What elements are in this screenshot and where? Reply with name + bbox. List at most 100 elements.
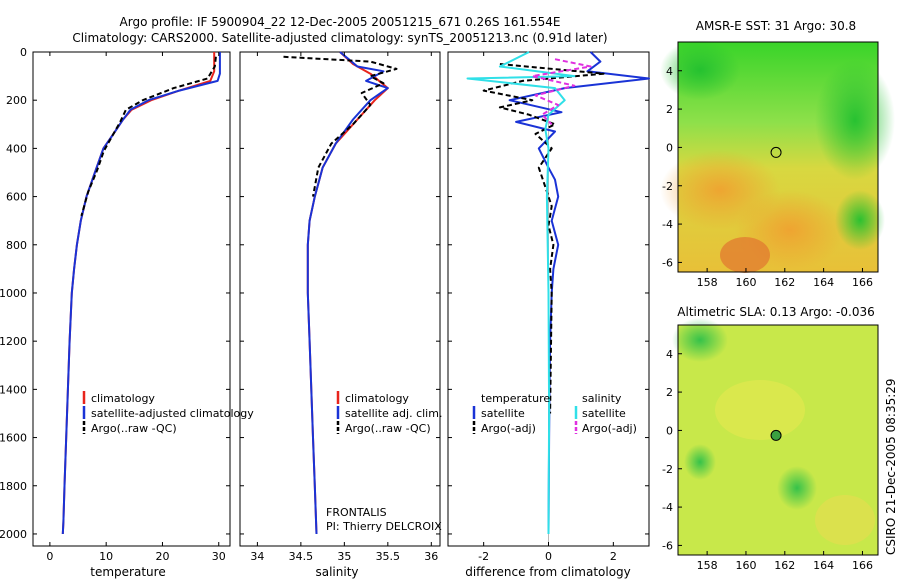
sst-map-ytick-label: -2 [662,180,673,193]
sla-high-region [715,380,805,440]
sst-map-ytick-label: -6 [662,256,673,269]
sst-warm-spot [720,237,770,273]
sla-map-xtick-label: 162 [774,559,795,572]
sst-map [660,40,895,273]
sla-low-region [684,444,716,480]
depth-tick-label: 200 [6,94,27,107]
temperature-xtick-label: 20 [155,550,169,563]
temperature-xtick-label: 10 [99,550,113,563]
difference-xlabel: difference from climatology [465,565,631,579]
sst-map-title: AMSR-E SST: 31 Argo: 30.8 [696,19,856,33]
salinity-xtick-label: 34 [250,550,264,563]
salinity-panel: 34 34.5 35 35.5 36 [239,51,441,563]
sst-map-frame [677,41,879,273]
sla-map-xtick-label: 166 [852,559,873,572]
figure-title-line1: Argo profile: IF 5900904_22 12-Dec-2005 … [120,15,561,29]
sst-argo-position-marker [770,146,782,158]
sla-map-title: Altimetric SLA: 0.13 Argo: -0.036 [677,305,874,319]
salinity-axes-frame [239,51,441,547]
depth-tick-label: 1600 [0,432,27,445]
salinity-legend: climatology satellite adj. clim. Argo(..… [326,391,442,533]
depth-tick-label: 2000 [0,528,27,541]
depth-tick-label: 1000 [0,287,27,300]
sst-cool-region [815,60,895,180]
depth-tick-label: 400 [6,142,27,155]
depth-tick-label: 1400 [0,383,27,396]
salinity-xtick-label: 34.5 [289,550,314,563]
difference-xtick-label: -2 [478,550,489,563]
temperature-xlabel: temperature [90,565,165,579]
sst-map-ytick-label: -4 [662,218,673,231]
legend-label-satellite: satellite adj. clim. [345,407,442,420]
sla-map-ytick-label: -2 [662,463,673,476]
legend-label-sat-sal: satellite [582,407,626,420]
difference-legend: temperature satellite Argo(-adj) salinit… [472,392,637,435]
sla-map-frame [677,324,879,556]
legend-label-climatology: climatology [91,392,155,405]
sla-argo-position-marker [770,429,782,441]
salinity-series-climatology [306,51,389,535]
depth-tick-label: 0 [20,46,27,59]
sst-map-xtick-label: 160 [735,276,756,289]
sst-map-xtick-label: 164 [813,276,834,289]
salinity-series-argo-raw-qc- [283,55,398,197]
difference-xtick-label: 0 [545,550,552,563]
sla-low-region [672,318,728,362]
sst-map-ytick-label: 2 [666,103,673,116]
depth-tick-label: 1200 [0,335,27,348]
sla-low-region [777,466,817,510]
sla-map-ytick-label: 0 [666,424,673,437]
sla-map-ytick-label: 2 [666,386,673,399]
temperature-series-climatology [61,52,216,535]
sst-map-xtick-label: 158 [697,276,718,289]
salinity-xlabel: salinity [315,565,358,579]
difference-series-argo-adj-salinity- [531,58,592,126]
salinity-xtick-label: 35.5 [376,550,401,563]
legend-label-climatology: climatology [345,392,409,405]
sst-map-xtick-label: 162 [774,276,795,289]
sst-cool-region [835,190,885,250]
sla-map [672,318,879,556]
difference-series-argo-adj-temperature- [482,63,605,414]
salinity-annotation-pi: PI: Thierry DELCROIX [326,520,442,533]
legend-label-argo-temp: Argo(-adj) [481,422,536,435]
depth-tick-label: 1800 [0,480,27,493]
difference-panel: -2 0 2 [447,51,650,563]
salinity-series-satellite-adj-clim- [306,51,389,535]
sst-map-xtick-label: 166 [852,276,873,289]
legend-title-temperature: temperature [481,392,550,405]
side-timestamp: CSIRO 21-Dec-2005 08:35:29 [884,378,898,555]
sla-high-region [815,495,875,545]
temperature-series-argo-raw-qc- [80,56,217,217]
difference-series-satellite-salinity- [466,51,576,535]
sla-map-xtick-label: 164 [813,559,834,572]
temperature-legend: climatology satellite-adjusted climatolo… [82,391,254,435]
sla-map-ytick-label: -4 [662,501,673,514]
difference-xtick-label: 2 [610,550,617,563]
temperature-series-satellite-adjusted-climatology [61,52,221,535]
salinity-xtick-label: 35 [337,550,351,563]
salinity-xtick-label: 36 [424,550,438,563]
legend-label-sat-temp: satellite [481,407,525,420]
legend-label-argo: Argo(..raw -QC) [345,422,431,435]
sst-map-ytick-label: 0 [666,141,673,154]
temperature-axes-frame [32,51,231,547]
difference-series-satellite-temperature- [508,51,650,535]
temperature-xtick-label: 30 [212,550,226,563]
depth-tick-label: 600 [6,191,27,204]
legend-label-argo: Argo(..raw -QC) [91,422,177,435]
depth-tick-label: 800 [6,239,27,252]
sla-map-ytick-label: -6 [662,539,673,552]
sst-cool-region [660,40,740,100]
sla-map-ytick-label: 4 [666,348,673,361]
sla-map-xtick-label: 158 [697,559,718,572]
legend-label-argo-sal: Argo(-adj) [582,422,637,435]
legend-title-salinity: salinity [582,392,622,405]
temperature-panel: 0 10 20 30 0 200 400 600 800 1000 1200 1400 1600 1800… [0,46,231,563]
figure-title-line2: Climatology: CARS2000. Satellite-adjuste… [72,31,607,45]
temperature-xtick-label: 0 [46,550,53,563]
sst-map-ytick-label: 4 [666,65,673,78]
legend-label-satellite: satellite-adjusted climatology [91,407,254,420]
salinity-annotation-project: FRONTALIS [326,506,387,519]
